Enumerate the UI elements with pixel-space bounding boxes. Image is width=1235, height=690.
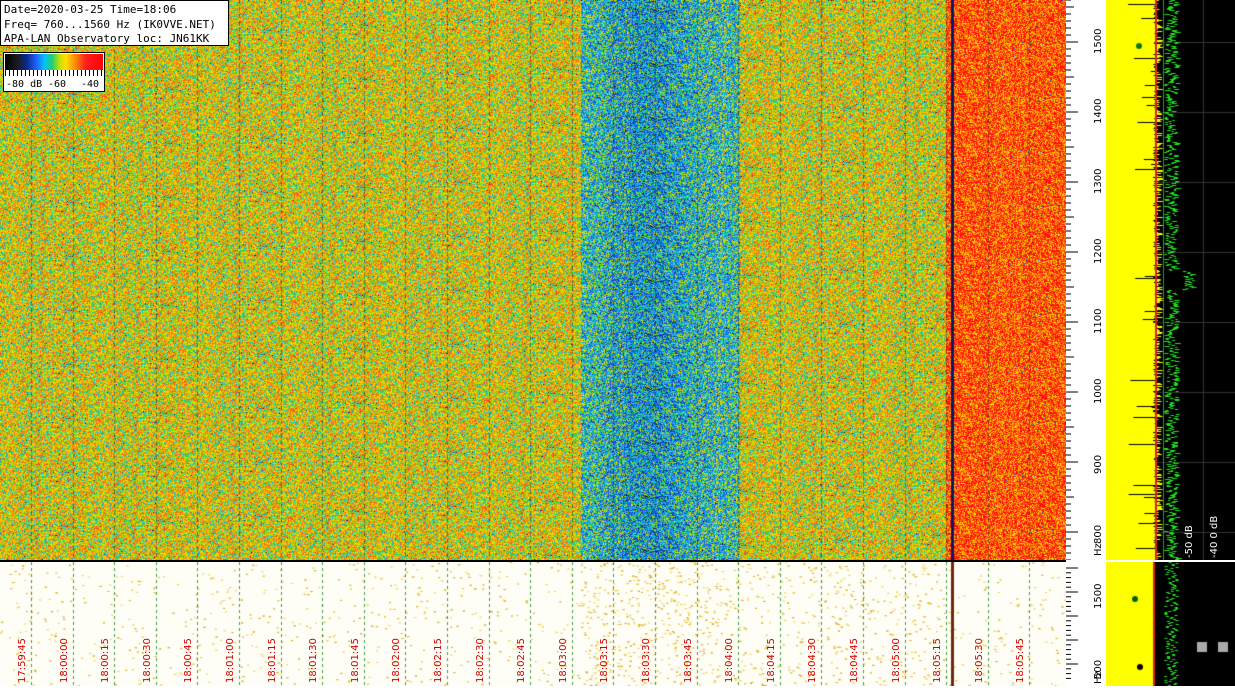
spectrum-plot-bottom — [1106, 562, 1235, 686]
freq-tick-label: 800 — [1093, 524, 1104, 544]
observatory-line: APA-LAN Observatory loc: JN61KK — [4, 32, 210, 45]
color-scale-bar — [5, 54, 103, 70]
activity-plot — [0, 562, 1066, 686]
time-tick-label: 18:05:15 — [932, 638, 944, 683]
time-tick-label: 18:02:00 — [391, 638, 403, 683]
time-tick-label: 18:04:00 — [724, 638, 736, 683]
panel-separator — [0, 560, 1066, 562]
time-tick-label: 17:59:45 — [17, 638, 28, 683]
time-tick-label: 18:05:00 — [890, 638, 902, 683]
date-time-line: Date=2020-03-25 Time=18:06 — [4, 3, 177, 16]
frequency-axis — [1066, 0, 1106, 561]
frequency-axis-ticks — [1066, 0, 1078, 561]
time-tick-label: 18:00:00 — [58, 638, 70, 683]
time-tick-label: 18:00:45 — [183, 638, 195, 683]
legend-label-max: -40 — [81, 79, 100, 90]
time-tick-label: 18:02:15 — [433, 638, 444, 683]
time-tick-label: 18:02:45 — [516, 638, 528, 683]
frequency-line: Freq= 760...1560 Hz (IK0VVE.NET) — [4, 17, 216, 31]
freq-tick-label: 1400 — [1093, 98, 1104, 124]
time-tick-label: 18:00:15 — [100, 638, 112, 683]
time-tick-label: 18:01:00 — [225, 638, 236, 683]
color-scale-ticks — [5, 70, 103, 76]
time-tick-label: 18:05:45 — [1015, 638, 1027, 683]
freq-tick-label: 900 — [1093, 454, 1104, 474]
time-tick-label: 18:01:15 — [266, 638, 278, 683]
spectrum-plot — [1106, 0, 1235, 560]
freq-unit-label-bottom: Hz — [1093, 671, 1104, 684]
freq-tick-label-bottom: 1500 — [1093, 583, 1104, 609]
legend-label-min: -80 dB — [6, 79, 43, 90]
time-tick-label: 18:04:30 — [807, 638, 819, 683]
freq-tick-label: 1100 — [1093, 308, 1104, 334]
time-tick-label: 18:03:45 — [682, 638, 694, 683]
freq-tick-label: 1500 — [1093, 28, 1104, 54]
time-tick-label: 18:02:30 — [474, 638, 486, 683]
frequency-axis-bottom — [1066, 562, 1106, 686]
frequency-axis-bottom-ticks — [1066, 567, 1078, 679]
spectrum-db-label: -50 dB — [1184, 525, 1195, 558]
waterfall-spectrogram — [0, 0, 1066, 560]
time-tick-label: 18:03:30 — [641, 638, 652, 683]
freq-tick-label: 1000 — [1093, 378, 1104, 404]
spectrum-db-label-bottom: -50 0 dB — [1184, 641, 1195, 684]
color-scale-legend: -80 dB -60 -40 — [3, 52, 105, 92]
spectrum-db-label-bottom: -40 0 dB — [1209, 641, 1220, 684]
time-tick-label: 18:01:30 — [308, 638, 320, 683]
freq-unit-label: Hz — [1093, 543, 1104, 556]
freq-tick-label: 1200 — [1093, 238, 1104, 264]
time-tick-label: 18:00:30 — [141, 638, 153, 683]
time-tick-label: 18:01:45 — [349, 638, 361, 683]
info-header: Date=2020-03-25 Time=18:06 Freq= 760...1… — [0, 0, 229, 46]
legend-label-mid: -60 — [48, 79, 67, 90]
time-tick-label: 18:05:30 — [973, 638, 985, 683]
time-activity-panel — [0, 562, 1066, 686]
time-tick-label: 18:03:00 — [557, 638, 569, 683]
time-tick-label: 18:03:15 — [599, 638, 611, 683]
spectrum-db-label: -40 0 dB — [1209, 515, 1220, 558]
time-tick-label: 18:04:45 — [849, 638, 860, 683]
time-tick-label: 18:04:15 — [765, 638, 777, 683]
freq-tick-label: 1300 — [1093, 168, 1104, 194]
